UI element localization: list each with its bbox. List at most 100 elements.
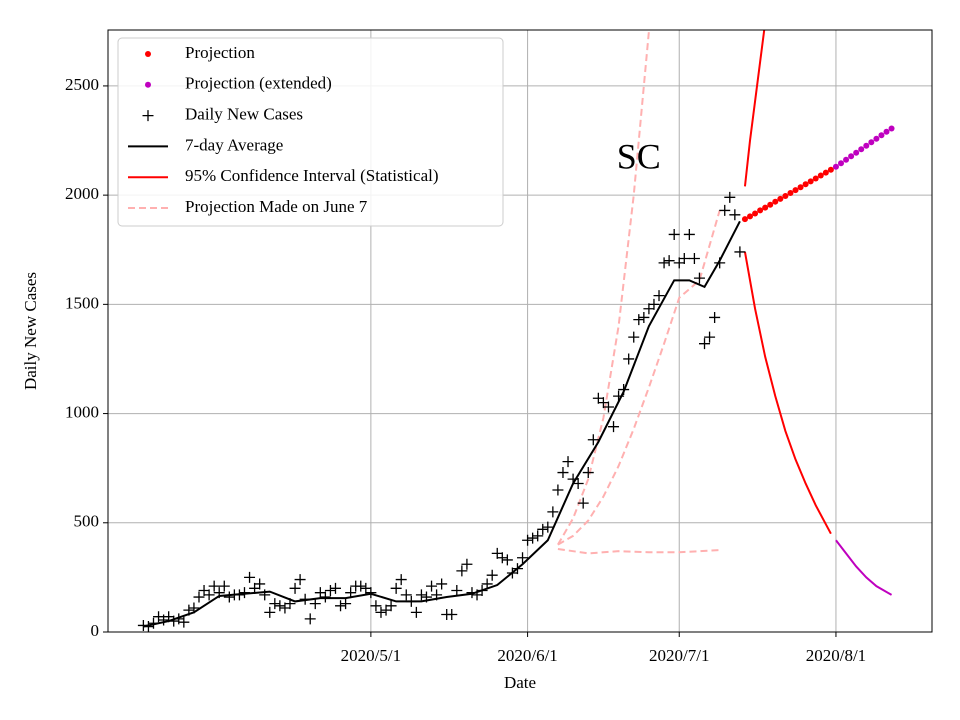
x-tick-label: 2020/5/1 xyxy=(341,646,401,665)
legend-label: Daily New Cases xyxy=(185,105,303,124)
projection-point xyxy=(777,195,784,202)
case-marker xyxy=(335,600,347,612)
projection-point xyxy=(873,135,880,142)
plot-area: SC xyxy=(137,30,895,632)
case-marker xyxy=(279,602,291,614)
case-marker xyxy=(537,523,549,535)
case-marker xyxy=(147,617,159,629)
x-tick-label: 2020/7/1 xyxy=(649,646,709,665)
projection-point xyxy=(843,156,850,163)
projection-point xyxy=(883,128,890,135)
case-marker xyxy=(360,582,372,594)
case-marker xyxy=(547,506,559,518)
case-marker xyxy=(375,606,387,618)
legend-marker xyxy=(145,81,151,88)
x-axis-label: Date xyxy=(504,673,536,692)
case-marker xyxy=(587,434,599,446)
case-marker xyxy=(168,615,180,627)
legend-label: 7-day Average xyxy=(185,135,283,154)
case-marker xyxy=(284,598,296,610)
case-marker xyxy=(678,252,690,264)
case-marker xyxy=(613,390,625,402)
y-tick-label: 1000 xyxy=(65,402,99,421)
case-marker xyxy=(663,255,675,267)
case-marker xyxy=(633,314,645,326)
case-marker xyxy=(259,589,271,601)
dashed-line xyxy=(557,30,651,546)
projection-point xyxy=(787,189,794,196)
case-marker xyxy=(491,547,503,559)
case-marker xyxy=(729,209,741,221)
projection-point xyxy=(888,125,895,132)
projection-point xyxy=(812,175,819,182)
case-marker xyxy=(709,311,721,323)
case-marker xyxy=(628,331,640,343)
case-marker xyxy=(618,384,630,396)
case-marker xyxy=(410,606,422,618)
case-marker xyxy=(608,421,620,433)
projection-point xyxy=(741,216,748,223)
case-marker xyxy=(233,589,245,601)
case-marker xyxy=(451,584,463,596)
grid xyxy=(108,30,932,633)
legend-marker xyxy=(145,51,151,57)
case-marker xyxy=(223,591,235,603)
projection-point xyxy=(868,139,875,146)
case-marker xyxy=(562,456,574,468)
y-tick-label: 2000 xyxy=(65,184,99,203)
case-marker xyxy=(426,580,438,592)
legend-label: Projection Made on June 7 xyxy=(185,197,368,216)
case-marker xyxy=(476,584,488,596)
case-marker xyxy=(385,600,397,612)
case-marker xyxy=(511,563,523,575)
projection-point xyxy=(817,172,824,179)
x-tick-label: 2020/6/1 xyxy=(497,646,557,665)
case-marker xyxy=(309,598,321,610)
case-marker xyxy=(183,604,195,616)
case-marker xyxy=(319,591,331,603)
projection-point xyxy=(782,193,789,200)
case-marker xyxy=(203,589,215,601)
case-marker xyxy=(405,595,417,607)
projection-point xyxy=(752,210,759,217)
case-marker xyxy=(244,571,256,583)
case-marker xyxy=(390,582,402,594)
case-marker xyxy=(517,552,529,564)
projection-point xyxy=(747,213,754,220)
case-marker xyxy=(527,532,539,544)
line xyxy=(835,539,893,596)
projection-point xyxy=(772,198,779,205)
case-marker xyxy=(552,484,564,496)
case-marker xyxy=(304,613,316,625)
line xyxy=(743,30,766,187)
legend-label: 95% Confidence Interval (Statistical) xyxy=(185,166,439,185)
y-tick-label: 2500 xyxy=(65,75,99,94)
case-marker xyxy=(137,619,149,631)
projection-point xyxy=(807,178,814,185)
projection-point xyxy=(792,187,799,194)
case-marker xyxy=(481,578,493,590)
case-marker xyxy=(461,558,473,570)
case-marker xyxy=(355,580,367,592)
case-marker xyxy=(446,609,458,621)
case-marker xyxy=(254,578,266,590)
case-marker xyxy=(264,606,276,618)
case-marker xyxy=(466,587,478,599)
case-marker xyxy=(602,401,614,413)
case-marker xyxy=(345,587,357,599)
case-marker xyxy=(506,567,518,579)
case-marker xyxy=(213,587,225,599)
projection-point xyxy=(853,149,860,156)
case-marker xyxy=(638,311,650,323)
case-marker xyxy=(623,353,635,365)
case-marker xyxy=(269,598,281,610)
projection-point xyxy=(858,146,865,153)
projection-point xyxy=(848,153,855,160)
case-marker xyxy=(208,580,220,592)
dashed-line xyxy=(557,210,721,546)
case-marker xyxy=(415,589,427,601)
projection-point xyxy=(838,160,845,167)
case-marker xyxy=(572,477,584,489)
y-tick-label: 500 xyxy=(74,512,100,531)
